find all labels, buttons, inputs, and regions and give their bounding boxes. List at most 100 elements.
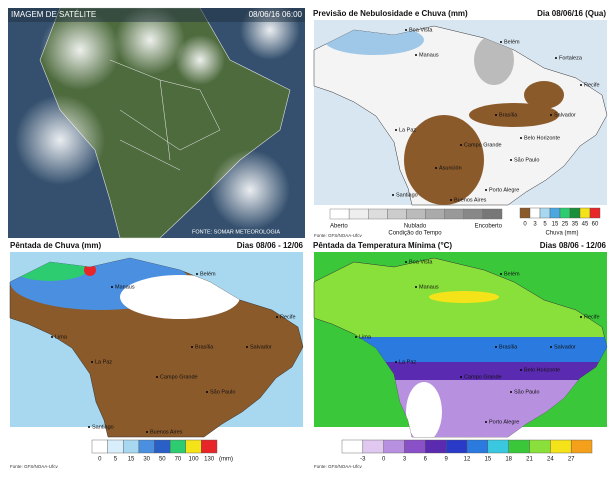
city-dot xyxy=(495,346,497,348)
city-dot xyxy=(246,346,248,348)
city-labels: Boa Vista Manaus Belém Recife Salvador Brasíl… xyxy=(355,259,600,425)
legend-swatch xyxy=(529,439,551,454)
legend-label: 35 xyxy=(572,222,579,228)
legend-label: 15 xyxy=(128,457,135,463)
city-dot xyxy=(392,194,394,196)
city-label: Belém xyxy=(504,271,520,277)
panel-date: Dias 08/06 - 12/06 xyxy=(237,241,304,250)
city-label: Brasília xyxy=(499,344,518,350)
legend-swatch xyxy=(539,207,551,219)
legend-swatch xyxy=(201,439,218,454)
city-label: Brasília xyxy=(195,344,214,350)
source: Fonte: GFS/NOAA-Ufcv xyxy=(314,464,363,469)
legend-swatch xyxy=(425,439,447,454)
legend-label: -3 xyxy=(360,457,366,463)
legend-label: 5 xyxy=(543,222,547,228)
legend-label: 21 xyxy=(526,457,533,463)
city-label: Porto Alegre xyxy=(489,187,519,193)
city-dot xyxy=(111,286,113,288)
legend-label: 0 xyxy=(523,222,527,228)
city-dot xyxy=(91,361,93,363)
legend-swatch xyxy=(404,439,426,454)
city-label: Recife xyxy=(584,82,600,88)
legend-swatch xyxy=(579,207,591,219)
legend-swatch xyxy=(154,439,171,454)
city-dot xyxy=(88,426,90,428)
city-dot xyxy=(355,336,357,338)
legend-swatch xyxy=(529,207,541,219)
city-dot xyxy=(460,376,462,378)
legend-swatch xyxy=(91,439,108,454)
clouds xyxy=(15,0,300,230)
city-dot xyxy=(405,29,407,31)
city-dot xyxy=(550,114,552,116)
legend-swatch xyxy=(123,439,140,454)
city-dot xyxy=(415,286,417,288)
legend-swatch xyxy=(425,208,445,220)
legend-swatch xyxy=(383,439,405,454)
city-dot xyxy=(580,316,582,318)
city-dot xyxy=(156,376,158,378)
city-label: Manaus xyxy=(419,284,439,290)
city-dot xyxy=(495,114,497,116)
city-dot xyxy=(276,316,278,318)
source: Fonte: GFS/NOAA-Ufcv xyxy=(10,464,59,469)
city-label: Lima xyxy=(55,334,68,340)
city-label: Belém xyxy=(504,39,520,45)
legend-swatch xyxy=(445,439,468,454)
city-dot xyxy=(191,346,193,348)
satellite-time: 08/06/16 06:00 xyxy=(249,10,303,19)
cloud-rain-panel: Previsão de Nebulosidade e Chuva (mm) Di… xyxy=(313,9,608,238)
rain-legend: 0 3 5 15 25 35 45 60 xyxy=(519,207,601,228)
legend-label: 9 xyxy=(444,457,448,463)
legend-label: Nublado xyxy=(404,224,427,230)
city-label: Santiago xyxy=(396,192,418,198)
legend-swatch xyxy=(107,439,124,454)
city-dot xyxy=(395,361,397,363)
city-dot xyxy=(510,391,512,393)
city-dot xyxy=(500,273,502,275)
temp-pentad-panel: Pêntada da Temperatura Mínima (°C) Dias … xyxy=(313,241,608,469)
legend-label: 15 xyxy=(552,222,559,228)
city-dot xyxy=(520,137,522,139)
legend-swatch xyxy=(487,439,509,454)
legend-label: 5 xyxy=(114,457,118,463)
panel-date: Dias 08/06 - 12/06 xyxy=(540,241,607,250)
city-dot xyxy=(146,431,148,433)
city-label: Recife xyxy=(584,314,600,320)
legend-label: 30 xyxy=(143,457,150,463)
city-label: Asunción xyxy=(439,165,462,171)
city-label: Recife xyxy=(280,314,296,320)
city-label: Manaus xyxy=(115,284,135,290)
legend-swatch xyxy=(570,439,593,454)
city-label: Salvador xyxy=(554,112,576,118)
legend-swatch xyxy=(466,439,489,454)
city-dot xyxy=(395,129,397,131)
city-dot xyxy=(196,273,198,275)
legend-label: 50 xyxy=(159,457,166,463)
legend-swatch xyxy=(444,208,464,220)
legend-label: 25 xyxy=(562,222,569,228)
city-dot xyxy=(500,41,502,43)
city-dot xyxy=(415,54,417,56)
legend-swatch xyxy=(519,207,531,219)
city-dot xyxy=(580,84,582,86)
legend-label: 45 xyxy=(582,222,589,228)
city-label: Fortaleza xyxy=(559,55,583,61)
legend-swatch xyxy=(185,439,202,454)
cloud-legend xyxy=(329,208,503,220)
city-labels: Boa Vista Manaus Belém Fortaleza Recife Salva… xyxy=(392,27,600,203)
city-dot xyxy=(460,144,462,146)
city-dot xyxy=(510,159,512,161)
city-label: Brasília xyxy=(499,112,518,118)
legend-swatch xyxy=(362,439,384,454)
legend-swatch xyxy=(463,208,484,220)
legend-unit: (mm) xyxy=(219,457,233,463)
legend-swatch xyxy=(387,208,407,220)
legend-label: 6 xyxy=(424,457,428,463)
city-label: Buenos Aires xyxy=(454,197,487,203)
legend-swatch xyxy=(549,207,561,219)
city-dot xyxy=(485,189,487,191)
city-label: Santiago xyxy=(92,424,114,430)
